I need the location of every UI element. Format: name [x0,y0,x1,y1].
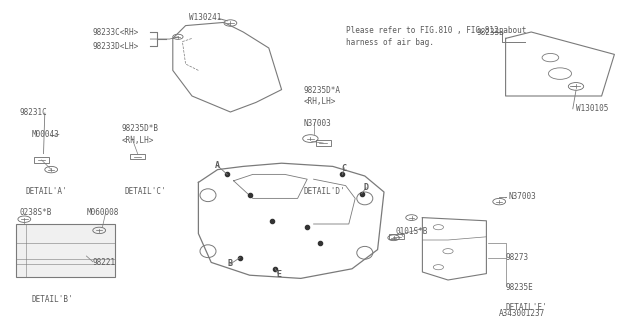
Text: 98221: 98221 [93,258,116,267]
Bar [130,154,145,159]
Text: M060008: M060008 [86,208,119,217]
Bar [34,157,49,163]
Text: W130241: W130241 [189,13,221,22]
Text: DETAIL'B': DETAIL'B' [32,295,74,304]
Text: C: C [342,164,347,172]
Text: N37003: N37003 [304,119,332,128]
Text: 98233D<LH>: 98233D<LH> [93,42,139,51]
Text: D: D [364,183,369,192]
Bar [389,234,404,239]
Text: B: B [228,260,233,268]
Text: N37003: N37003 [509,192,536,201]
Text: A: A [215,161,220,170]
Text: 98235E: 98235E [506,284,533,292]
Text: E: E [276,270,281,279]
Text: 0101S*B: 0101S*B [396,228,428,236]
Text: W130105: W130105 [576,104,609,113]
Text: 98233C<RH>: 98233C<RH> [93,28,139,36]
Text: Please refer to FIG.810 , FIG.812 about
harness of air bag.: Please refer to FIG.810 , FIG.812 about … [346,26,526,47]
Text: 98273: 98273 [506,253,529,262]
Text: DETAIL'A': DETAIL'A' [26,188,67,196]
Text: DETAIL'C': DETAIL'C' [125,188,166,196]
FancyBboxPatch shape [16,224,115,277]
Text: 98235D*B
<RH,LH>: 98235D*B <RH,LH> [122,124,159,145]
Bar [316,140,331,146]
Text: A343001237: A343001237 [499,309,545,318]
Text: DETAIL'E': DETAIL'E' [506,303,547,312]
Text: 98235D*A
<RH,LH>: 98235D*A <RH,LH> [304,86,341,107]
Text: 98231C: 98231C [19,108,47,116]
Text: M00043: M00043 [32,130,60,139]
Text: 98233B: 98233B [477,28,504,36]
Text: DETAIL'D': DETAIL'D' [304,188,346,196]
Text: 0238S*B: 0238S*B [19,208,52,217]
